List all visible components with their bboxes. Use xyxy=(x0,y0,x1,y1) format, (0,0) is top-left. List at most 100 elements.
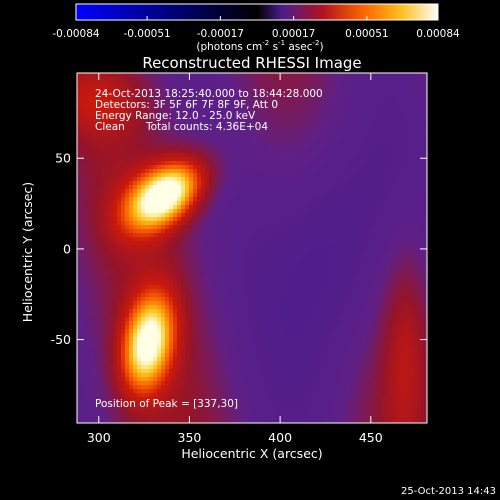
heatmap-cell xyxy=(289,157,294,162)
heatmap-cell xyxy=(157,389,162,394)
heatmap-cell xyxy=(181,337,186,342)
heatmap-cell xyxy=(109,413,114,418)
heatmap-cell xyxy=(117,261,122,266)
heatmap-cell xyxy=(285,353,290,358)
heatmap-cell xyxy=(169,153,174,158)
heatmap-cell xyxy=(265,105,270,110)
heatmap-cell xyxy=(77,369,82,374)
heatmap-cell xyxy=(257,189,262,194)
heatmap-cell xyxy=(185,109,190,114)
heatmap-cell xyxy=(85,173,90,178)
heatmap-cell xyxy=(209,317,214,322)
heatmap-cell xyxy=(209,129,214,134)
heatmap-cell xyxy=(189,105,194,110)
heatmap-cell xyxy=(181,393,186,398)
heatmap-cell xyxy=(109,357,114,362)
heatmap-cell xyxy=(269,245,274,250)
heatmap-cell xyxy=(257,269,262,274)
heatmap-cell xyxy=(261,357,266,362)
heatmap-cell xyxy=(81,257,86,262)
heatmap-cell xyxy=(273,289,278,294)
heatmap-cell xyxy=(97,109,102,114)
heatmap-cell xyxy=(297,193,302,198)
heatmap-cell xyxy=(197,181,202,186)
heatmap-cell xyxy=(133,209,138,214)
heatmap-cell xyxy=(165,369,170,374)
heatmap-cell xyxy=(257,397,262,402)
heatmap-cell xyxy=(189,233,194,238)
heatmap-cell xyxy=(285,273,290,278)
heatmap-cell xyxy=(209,141,214,146)
heatmap-cell xyxy=(269,101,274,106)
heatmap-cell xyxy=(233,133,238,138)
heatmap-cell xyxy=(153,297,158,302)
heatmap-cell xyxy=(285,421,290,423)
heatmap-cell xyxy=(281,409,286,414)
heatmap-cell xyxy=(249,281,254,286)
heatmap-cell xyxy=(249,349,254,354)
heatmap-cell xyxy=(157,217,162,222)
heatmap-cell xyxy=(169,121,174,126)
heatmap-cell xyxy=(81,221,86,226)
heatmap-cell xyxy=(229,165,234,170)
heatmap-cell xyxy=(169,93,174,98)
heatmap-cell xyxy=(249,321,254,326)
heatmap-cell xyxy=(173,181,178,186)
heatmap-cell xyxy=(165,313,170,318)
heatmap-cell xyxy=(177,257,182,262)
heatmap-cell xyxy=(173,213,178,218)
heatmap-cell xyxy=(281,361,286,366)
heatmap-cell xyxy=(121,157,126,162)
heatmap-cell xyxy=(93,177,98,182)
heatmap-cell xyxy=(221,193,226,198)
heatmap-cell xyxy=(249,269,254,274)
heatmap-cell xyxy=(173,305,178,310)
heatmap-cell xyxy=(257,297,262,302)
heatmap-cell xyxy=(233,229,238,234)
heatmap-cell xyxy=(301,157,306,162)
heatmap-cell xyxy=(237,89,242,94)
heatmap-cell xyxy=(201,357,206,362)
heatmap-cell xyxy=(97,281,102,286)
heatmap-cell xyxy=(157,169,162,174)
heatmap-cell xyxy=(157,165,162,170)
heatmap-cell xyxy=(145,245,150,250)
heatmap-cell xyxy=(221,337,226,342)
heatmap-cell xyxy=(273,129,278,134)
heatmap-cell xyxy=(121,197,126,202)
heatmap-cell xyxy=(81,345,86,350)
heatmap-cell xyxy=(293,109,298,114)
heatmap-cell xyxy=(229,153,234,158)
heatmap-cell xyxy=(157,293,162,298)
heatmap-cell xyxy=(85,161,90,166)
heatmap-cell xyxy=(181,277,186,282)
heatmap-cell xyxy=(117,269,122,274)
heatmap-cell xyxy=(281,157,286,162)
heatmap-cell xyxy=(81,217,86,222)
heatmap-cell xyxy=(229,345,234,350)
heatmap-cell xyxy=(77,325,82,330)
heatmap-cell xyxy=(197,393,202,398)
heatmap-cell xyxy=(297,289,302,294)
heatmap-cell xyxy=(253,181,258,186)
heatmap-cell xyxy=(121,281,126,286)
heatmap-cell xyxy=(245,313,250,318)
heatmap-cell xyxy=(121,121,126,126)
heatmap-cell xyxy=(289,413,294,418)
heatmap-cell xyxy=(173,85,178,90)
heatmap-cell xyxy=(285,389,290,394)
heatmap-cell xyxy=(89,225,94,230)
heatmap-cell xyxy=(85,101,90,106)
heatmap-cell xyxy=(297,117,302,122)
heatmap-cell xyxy=(241,261,246,266)
heatmap-cell xyxy=(105,313,110,318)
heatmap-cell xyxy=(117,389,122,394)
heatmap-cell xyxy=(145,341,150,346)
heatmap-cell xyxy=(261,133,266,138)
heatmap-cell xyxy=(89,201,94,206)
heatmap-cell xyxy=(113,285,118,290)
heatmap-cell xyxy=(141,181,146,186)
heatmap-cell xyxy=(301,161,306,166)
heatmap-cell xyxy=(121,269,126,274)
heatmap-cell xyxy=(249,125,254,130)
